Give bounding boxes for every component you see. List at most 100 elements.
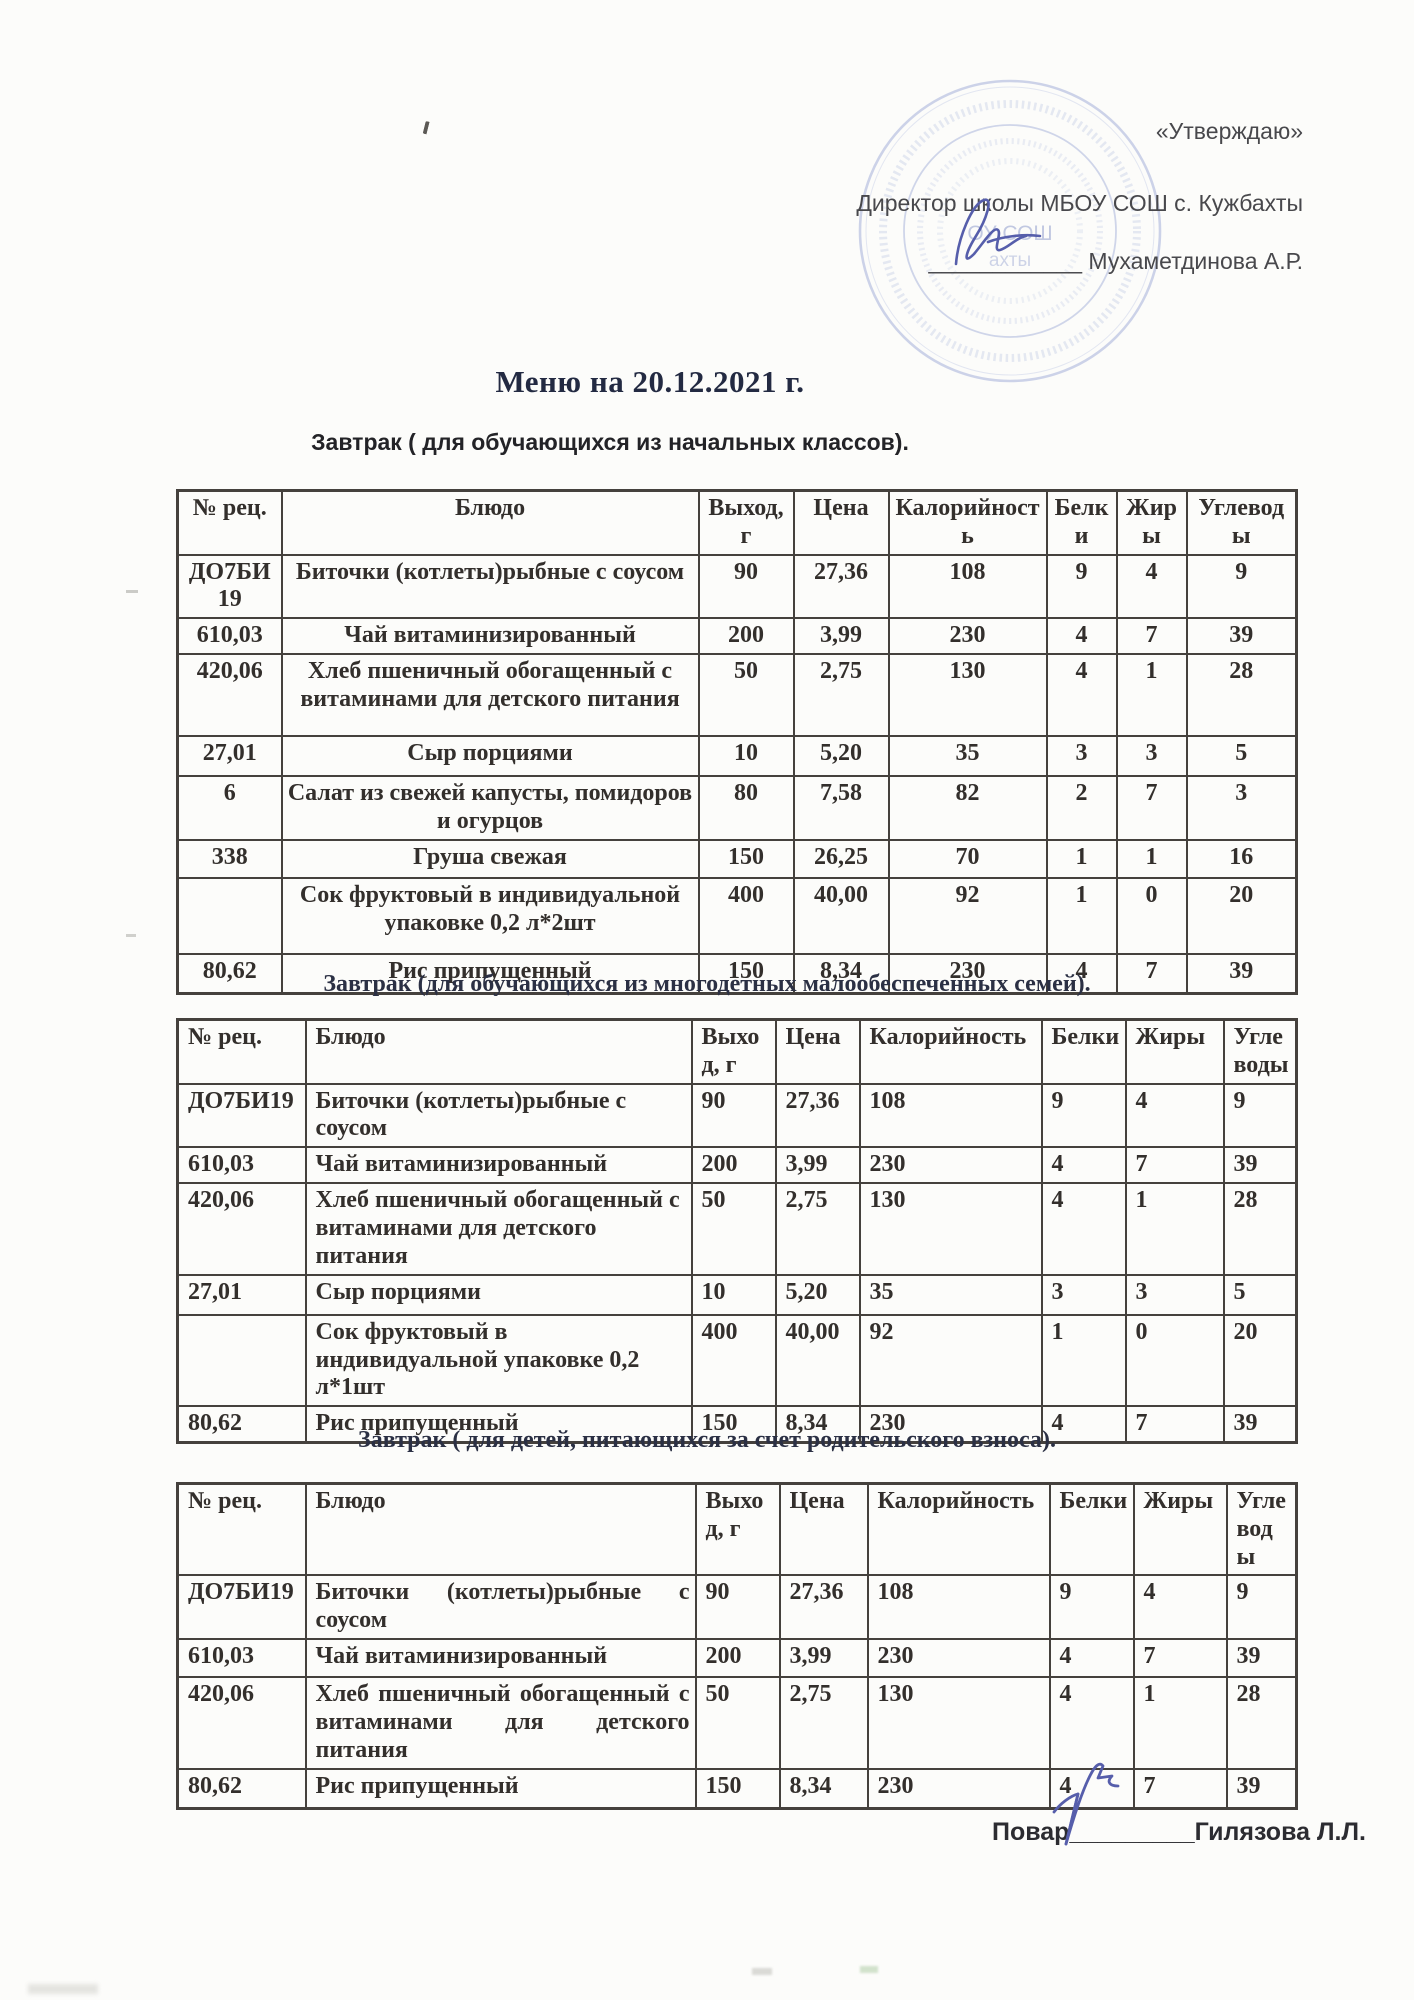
dish-cell: Чай витаминизированный	[280, 617, 700, 656]
column-header: № рец.	[176, 1018, 307, 1085]
column-header: Белки	[1045, 489, 1118, 556]
page-title: Меню на 20.12.2021 г.	[495, 364, 805, 399]
fat-cell: 4	[1115, 553, 1188, 620]
fat-cell: 7	[1115, 775, 1188, 841]
dish-cell: Рис припущенный	[304, 1405, 693, 1444]
dish-cell: Сок фруктовый в индивидуальной упаковке …	[280, 876, 700, 955]
output-cell: 200	[694, 1638, 781, 1679]
calories-cell: 230	[887, 952, 1048, 995]
output-cell: 90	[690, 1082, 777, 1149]
carbs-cell: 9	[1185, 553, 1298, 620]
calories-cell: 82	[887, 775, 1048, 841]
calories-cell: 230	[866, 1767, 1051, 1810]
rec-no-cell: ДО7БИ19	[176, 1574, 307, 1641]
output-cell: 50	[690, 1182, 777, 1276]
table-row: 80,62 Рис припущенный 150 8,34 230 4 7 39	[176, 952, 1298, 995]
rec-no-cell: 338	[176, 838, 283, 879]
price-cell: 2,75	[792, 653, 890, 738]
dish-cell: Рис припущенный	[304, 1767, 697, 1810]
scan-artifact	[422, 120, 437, 137]
calories-cell: 92	[858, 1313, 1043, 1408]
table-row: Сок фруктовый в индивидуальной упаковке …	[176, 876, 1298, 955]
dish-cell: Биточки (котлеты)рыбные с соусом	[304, 1574, 697, 1641]
calories-cell: 108	[887, 553, 1048, 620]
column-header: Калорийность	[866, 1482, 1051, 1577]
price-cell: 40,00	[774, 1313, 861, 1408]
protein-cell: 4	[1040, 1405, 1127, 1444]
menu-table-large-families: № рец. Блюдо Выход, г Цена Калорийность Белки…	[176, 1018, 1298, 1445]
price-cell: 8,34	[774, 1405, 861, 1444]
protein-cell: 4	[1040, 1146, 1127, 1185]
output-cell: 90	[697, 553, 795, 620]
output-cell: 400	[697, 876, 795, 955]
dish-cell: Хлеб пшеничный обогащенный с витаминами …	[304, 1676, 697, 1770]
output-cell: 150	[690, 1405, 777, 1444]
table-row: 80,62 Рис припущенный 150 8,34 230 4 7 39	[176, 1405, 1298, 1444]
column-header: Углеводы	[1222, 1018, 1298, 1085]
fat-cell: 4	[1132, 1574, 1228, 1641]
cook-signature-block: Повар_________Гилязова Л.Л.	[992, 1818, 1366, 1847]
price-cell: 5,20	[792, 735, 890, 778]
calories-cell: 230	[858, 1405, 1043, 1444]
calories-cell: 130	[858, 1182, 1043, 1276]
protein-cell: 4	[1045, 952, 1118, 995]
table-row: ДО7БИ19 Биточки (котлеты)рыбные с соусом 9…	[176, 1082, 1298, 1149]
dish-cell: Сок фруктовый в индивидуальной упаковке …	[304, 1313, 693, 1408]
column-header: № рец.	[176, 489, 283, 556]
column-header: Углеводы	[1185, 489, 1298, 556]
price-cell: 2,75	[778, 1676, 869, 1770]
table-row: 27,01 Сыр порциями 10 5,20 35 3 3 5	[176, 1273, 1298, 1316]
price-cell: 27,36	[774, 1082, 861, 1149]
stamp-center-text: ахты	[989, 250, 1031, 271]
column-header: Блюдо	[280, 489, 700, 556]
output-cell: 50	[697, 653, 795, 738]
protein-cell: 1	[1045, 838, 1118, 879]
price-cell: 2,75	[774, 1182, 861, 1276]
price-cell: 5,20	[774, 1273, 861, 1316]
section-subtitle-primary-classes: Завтрак ( для обучающихся из начальных к…	[311, 429, 909, 455]
price-cell: 40,00	[792, 876, 890, 955]
price-cell: 27,36	[792, 553, 890, 620]
rec-no-cell: 80,62	[176, 1405, 307, 1444]
rec-no-cell: 80,62	[176, 952, 283, 995]
fat-cell: 1	[1132, 1676, 1228, 1770]
calories-cell: 108	[858, 1082, 1043, 1149]
dish-cell: Биточки (котлеты)рыбные с соусом	[304, 1082, 693, 1149]
carbs-cell: 28	[1225, 1676, 1298, 1770]
protein-cell: 9	[1045, 553, 1118, 620]
cook-name: Гилязова Л.Л.	[1194, 1818, 1366, 1846]
price-cell: 3,99	[774, 1146, 861, 1185]
calories-cell: 108	[866, 1574, 1051, 1641]
scan-artifact	[126, 590, 138, 593]
price-cell: 27,36	[778, 1574, 869, 1641]
director-signature-ink	[954, 198, 1042, 266]
column-header: Выход, г	[694, 1482, 781, 1577]
carbs-cell: 39	[1185, 952, 1298, 995]
dish-cell: Рис припущенный	[280, 952, 700, 995]
column-header: Углеводы	[1225, 1482, 1298, 1577]
rec-no-cell: 610,03	[176, 617, 283, 656]
fat-cell: 7	[1115, 617, 1188, 656]
column-header: Белки	[1048, 1482, 1135, 1577]
cook-signature-line: _________	[1069, 1818, 1195, 1846]
table-row: 80,62 Рис припущенный 150 8,34 230 4 7 39	[176, 1767, 1298, 1810]
director-signature-line: ____________ Мухаметдинова А.Р.	[928, 248, 1303, 274]
fat-cell: 0	[1115, 876, 1188, 955]
carbs-cell: 39	[1225, 1767, 1298, 1810]
output-cell: 80	[697, 775, 795, 841]
protein-cell: 4	[1048, 1676, 1135, 1770]
table-row: Сок фруктовый в индивидуальной упаковке …	[176, 1313, 1298, 1408]
rec-no-cell: ДО7БИ19	[176, 553, 283, 620]
fat-cell: 7	[1115, 952, 1188, 995]
column-header: Выход, г	[690, 1018, 777, 1085]
dish-cell: Чай витаминизированный	[304, 1146, 693, 1185]
fat-cell: 3	[1124, 1273, 1225, 1316]
protein-cell: 4	[1040, 1182, 1127, 1276]
protein-cell: 3	[1040, 1273, 1127, 1316]
fat-cell: 1	[1124, 1182, 1225, 1276]
column-header: Калорийность	[887, 489, 1048, 556]
output-cell: 200	[690, 1146, 777, 1185]
dish-cell: Хлеб пшеничный обогащенный с витаминами …	[304, 1182, 693, 1276]
output-cell: 400	[690, 1313, 777, 1408]
